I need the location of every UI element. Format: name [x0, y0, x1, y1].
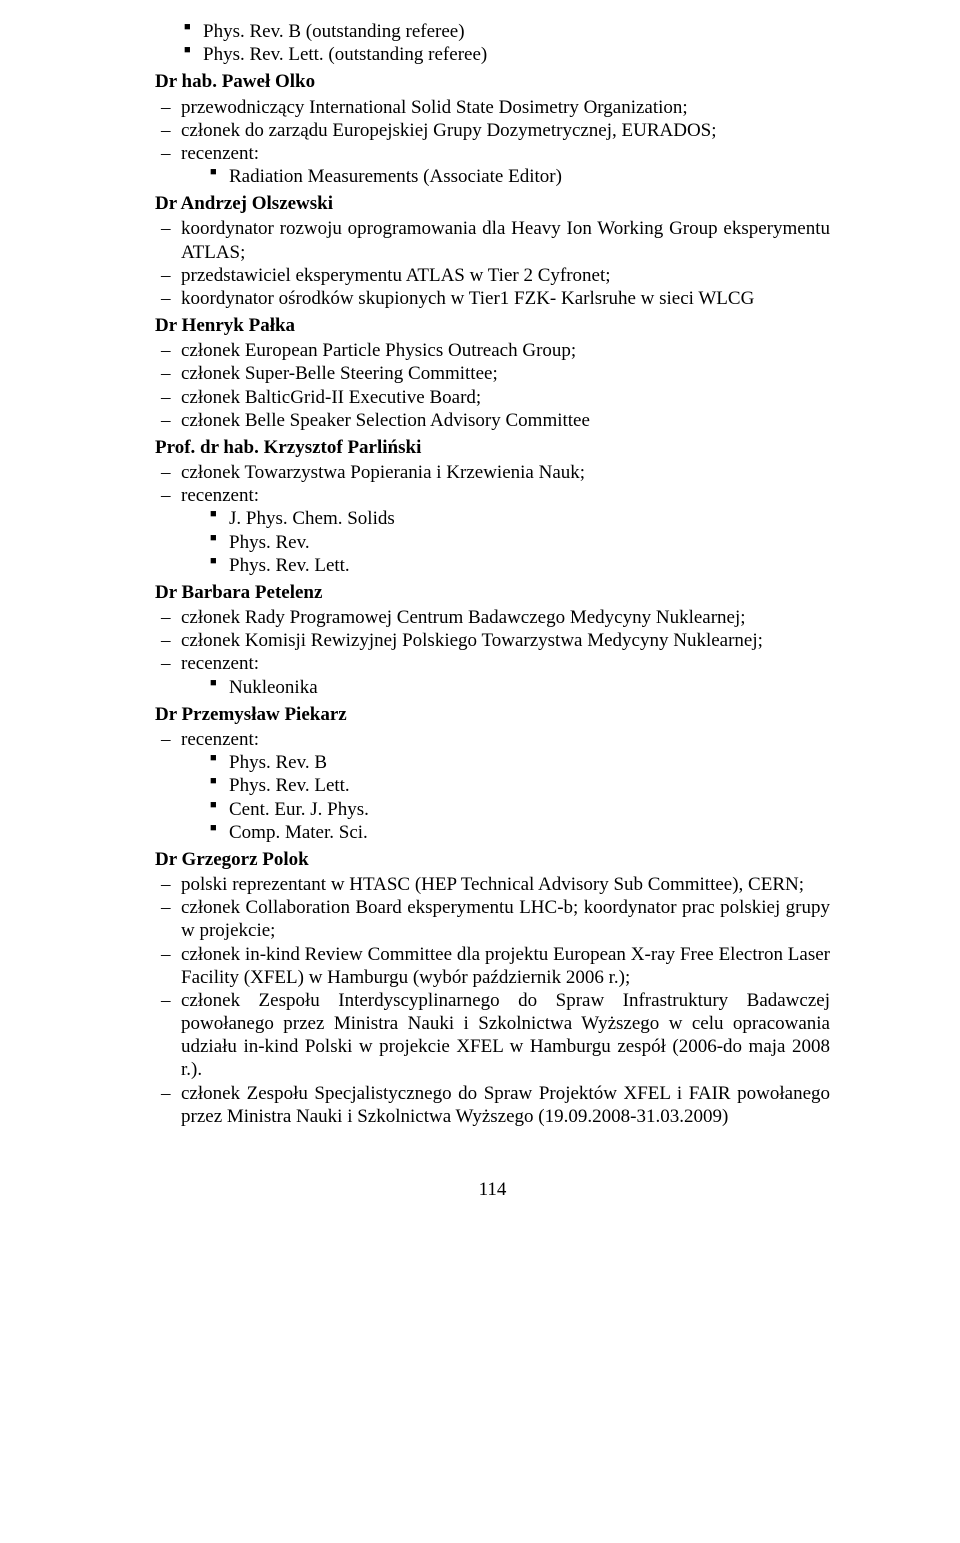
dash-item: recenzent:Nukleonika — [155, 652, 830, 698]
dash-item-text: recenzent: — [181, 729, 259, 750]
square-item: Comp. Mater. Sci. — [181, 821, 830, 844]
dash-item-text: recenzent: — [181, 143, 259, 164]
square-item: Radiation Measurements (Associate Editor… — [181, 165, 830, 188]
person-name: Dr Andrzej Olszewski — [155, 192, 830, 215]
dash-list: członek Rady Programowej Centrum Badawcz… — [155, 606, 830, 699]
person-name: Dr hab. Paweł Olko — [155, 70, 830, 93]
square-item: J. Phys. Chem. Solids — [181, 507, 830, 530]
dash-item-text: członek in-kind Review Committee dla pro… — [181, 944, 830, 988]
square-list: Phys. Rev. B (outstanding referee)Phys. … — [155, 20, 830, 66]
entry: Dr Andrzej Olszewski koordynator rozwoju … — [155, 192, 830, 310]
dash-item-text: polski reprezentant w HTASC (HEP Technic… — [181, 874, 804, 895]
square-item: Phys. Rev. Lett. (outstanding referee) — [155, 43, 830, 66]
dash-item-text: członek Collaboration Board eksperymentu… — [181, 897, 830, 941]
dash-item: członek do zarządu Europejskiej Grupy Do… — [155, 119, 830, 142]
square-item: Cent. Eur. J. Phys. — [181, 798, 830, 821]
dash-item-text: recenzent: — [181, 653, 259, 674]
dash-item: członek Collaboration Board eksperymentu… — [155, 896, 830, 942]
dash-item: członek Zespołu Interdyscyplinarnego do … — [155, 989, 830, 1082]
dash-list: członek Towarzystwa Popierania i Krzewie… — [155, 461, 830, 577]
dash-item-text: członek Komisji Rewizyjnej Polskiego Tow… — [181, 630, 763, 651]
dash-item: recenzent:Radiation Measurements (Associ… — [155, 142, 830, 188]
square-item: Phys. Rev. B (outstanding referee) — [155, 20, 830, 43]
dash-item: przewodniczący International Solid State… — [155, 96, 830, 119]
page-number: 114 — [155, 1178, 830, 1201]
dash-item-text: koordynator ośrodków skupionych w Tier1 … — [181, 288, 754, 309]
square-list: Phys. Rev. BPhys. Rev. Lett.Cent. Eur. J… — [181, 751, 830, 844]
person-name: Prof. dr hab. Krzysztof Parliński — [155, 436, 830, 459]
square-item: Phys. Rev. — [181, 531, 830, 554]
dash-item-text: członek Belle Speaker Selection Advisory… — [181, 410, 590, 431]
dash-item-text: członek Zespołu Specjalistycznego do Spr… — [181, 1083, 830, 1127]
dash-item: członek Towarzystwa Popierania i Krzewie… — [155, 461, 830, 484]
dash-item: członek Rady Programowej Centrum Badawcz… — [155, 606, 830, 629]
dash-item: koordynator rozwoju oprogramowania dla H… — [155, 217, 830, 263]
dash-item: przedstawiciel eksperymentu ATLAS w Tier… — [155, 264, 830, 287]
dash-item-text: członek Super-Belle Steering Committee; — [181, 363, 498, 384]
person-name: Dr Grzegorz Polok — [155, 848, 830, 871]
dash-item-text: członek Zespołu Interdyscyplinarnego do … — [181, 990, 830, 1081]
person-name: Dr Przemysław Piekarz — [155, 703, 830, 726]
dash-list: polski reprezentant w HTASC (HEP Technic… — [155, 873, 830, 1128]
person-name: Dr Barbara Petelenz — [155, 581, 830, 604]
dash-item: członek Komisji Rewizyjnej Polskiego Tow… — [155, 629, 830, 652]
square-list: J. Phys. Chem. SolidsPhys. Rev.Phys. Rev… — [181, 507, 830, 577]
entry: Dr Grzegorz Polok polski reprezentant w H… — [155, 848, 830, 1128]
dash-list: przewodniczący International Solid State… — [155, 96, 830, 189]
dash-item: członek Belle Speaker Selection Advisory… — [155, 409, 830, 432]
dash-list: koordynator rozwoju oprogramowania dla H… — [155, 217, 830, 310]
document-content: Phys. Rev. B (outstanding referee)Phys. … — [155, 20, 830, 1128]
dash-list: recenzent:Phys. Rev. BPhys. Rev. Lett.Ce… — [155, 728, 830, 844]
dash-list: członek European Particle Physics Outrea… — [155, 339, 830, 432]
dash-item-text: członek Towarzystwa Popierania i Krzewie… — [181, 462, 585, 483]
entry: Phys. Rev. B (outstanding referee)Phys. … — [155, 20, 830, 66]
square-item: Phys. Rev. Lett. — [181, 774, 830, 797]
dash-item-text: członek BalticGrid-II Executive Board; — [181, 387, 481, 408]
entry: Dr hab. Paweł Olko przewodniczący Interna… — [155, 70, 830, 188]
dash-item: recenzent:J. Phys. Chem. SolidsPhys. Rev… — [155, 484, 830, 577]
entry: Dr Barbara Petelenz członek Rady Programo… — [155, 581, 830, 699]
entry: Prof. dr hab. Krzysztof Parliński członek… — [155, 436, 830, 577]
dash-item-text: przedstawiciel eksperymentu ATLAS w Tier… — [181, 265, 611, 286]
dash-item: recenzent:Phys. Rev. BPhys. Rev. Lett.Ce… — [155, 728, 830, 844]
dash-item-text: członek Rady Programowej Centrum Badawcz… — [181, 607, 746, 628]
dash-item: polski reprezentant w HTASC (HEP Technic… — [155, 873, 830, 896]
square-item: Nukleonika — [181, 676, 830, 699]
dash-item-text: recenzent: — [181, 485, 259, 506]
square-list: Radiation Measurements (Associate Editor… — [181, 165, 830, 188]
entry: Dr Przemysław Piekarzrecenzent:Phys. Rev… — [155, 703, 830, 844]
person-name: Dr Henryk Pałka — [155, 314, 830, 337]
dash-item: członek BalticGrid-II Executive Board; — [155, 386, 830, 409]
square-item: Phys. Rev. B — [181, 751, 830, 774]
dash-item: członek Zespołu Specjalistycznego do Spr… — [155, 1082, 830, 1128]
dash-item-text: członek do zarządu Europejskiej Grupy Do… — [181, 120, 717, 141]
square-list: Nukleonika — [181, 676, 830, 699]
dash-item: członek in-kind Review Committee dla pro… — [155, 943, 830, 989]
dash-item: członek Super-Belle Steering Committee; — [155, 362, 830, 385]
entry: Dr Henryk Pałka członek European Particle… — [155, 314, 830, 432]
document-page: Phys. Rev. B (outstanding referee)Phys. … — [0, 0, 960, 1241]
dash-item-text: członek European Particle Physics Outrea… — [181, 340, 576, 361]
dash-item-text: koordynator rozwoju oprogramowania dla H… — [181, 218, 830, 262]
dash-item: koordynator ośrodków skupionych w Tier1 … — [155, 287, 830, 310]
square-item: Phys. Rev. Lett. — [181, 554, 830, 577]
dash-item: członek European Particle Physics Outrea… — [155, 339, 830, 362]
dash-item-text: przewodniczący International Solid State… — [181, 97, 688, 118]
